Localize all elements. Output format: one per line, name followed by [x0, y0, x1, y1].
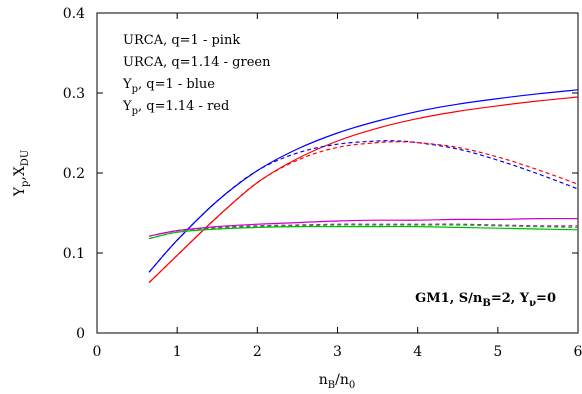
series-line-1	[148, 96, 579, 284]
x-tick-label: 5	[493, 344, 502, 360]
y-axis-label: Yp,XDU	[12, 150, 31, 198]
x-tick-label: 1	[173, 344, 182, 360]
x-axis-label: nB/n0	[319, 372, 356, 391]
y-tick-label: 0	[76, 326, 85, 342]
legend-entry: Yp, q=1.14 - red	[122, 99, 229, 117]
series-line-2	[148, 140, 579, 273]
series-line-7	[148, 224, 579, 240]
y-tick-label: 0.2	[63, 166, 85, 182]
axis-tick-labels: 0 1 2 3 4 5 6 0 0.1 0.2 0.3 0.4	[63, 6, 582, 360]
legend-entry: URCA, q=1.14 - green	[123, 55, 271, 70]
legend: URCA, q=1 - pink URCA, q=1.14 - green Yp…	[122, 33, 271, 117]
legend-entry: URCA, q=1 - pink	[123, 33, 240, 48]
x-tick-label: 0	[93, 344, 102, 360]
y-tick-label: 0.1	[63, 246, 85, 262]
x-tick-label: 2	[253, 344, 262, 360]
y-tick-label: 0.4	[63, 6, 85, 22]
series-line-0	[148, 89, 579, 273]
series-line-3	[148, 141, 579, 284]
series-line-4	[148, 217, 579, 237]
axis-ticks	[96, 12, 579, 334]
x-tick-label: 4	[413, 344, 422, 360]
x-tick-label: 3	[333, 344, 342, 360]
series-line-5	[148, 225, 579, 240]
series-layer	[148, 89, 579, 284]
series-line-6	[148, 223, 579, 237]
y-tick-label: 0.3	[63, 86, 85, 102]
model-annotation: GM1, S/nB=2, Yν=0	[415, 291, 556, 309]
x-tick-label: 6	[574, 344, 582, 360]
legend-entry: Yp, q=1 - blue	[122, 77, 215, 95]
